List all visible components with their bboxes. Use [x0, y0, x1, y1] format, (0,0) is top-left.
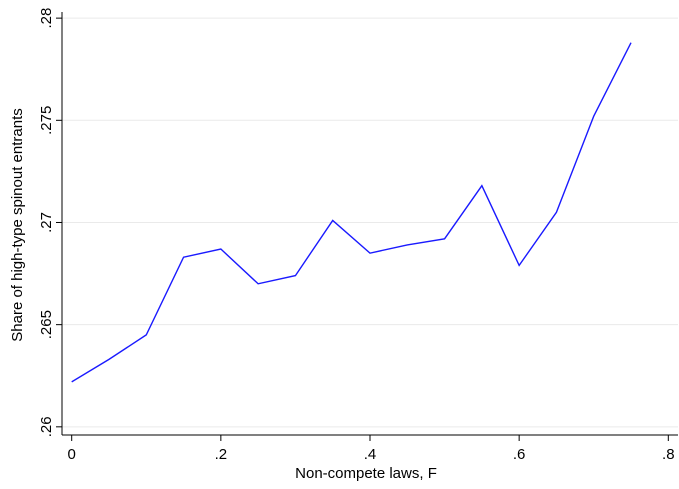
- data-line: [71, 42, 632, 383]
- x-tick-label: .6: [513, 446, 526, 463]
- x-axis-title: Non-compete laws, F: [295, 465, 437, 482]
- y-tick-label: .275: [38, 106, 55, 135]
- y-tick-label: .26: [38, 416, 55, 437]
- x-tick-label: 0: [68, 446, 76, 463]
- x-tick-label: .4: [364, 446, 377, 463]
- y-tick-label: .27: [38, 212, 55, 233]
- x-tick-label: .2: [215, 446, 228, 463]
- x-tick-label: .8: [662, 446, 675, 463]
- y-tick-label: .265: [38, 310, 55, 339]
- y-axis-title: Share of high-type spinout entrants: [9, 108, 26, 341]
- y-tick-label: .28: [38, 8, 55, 29]
